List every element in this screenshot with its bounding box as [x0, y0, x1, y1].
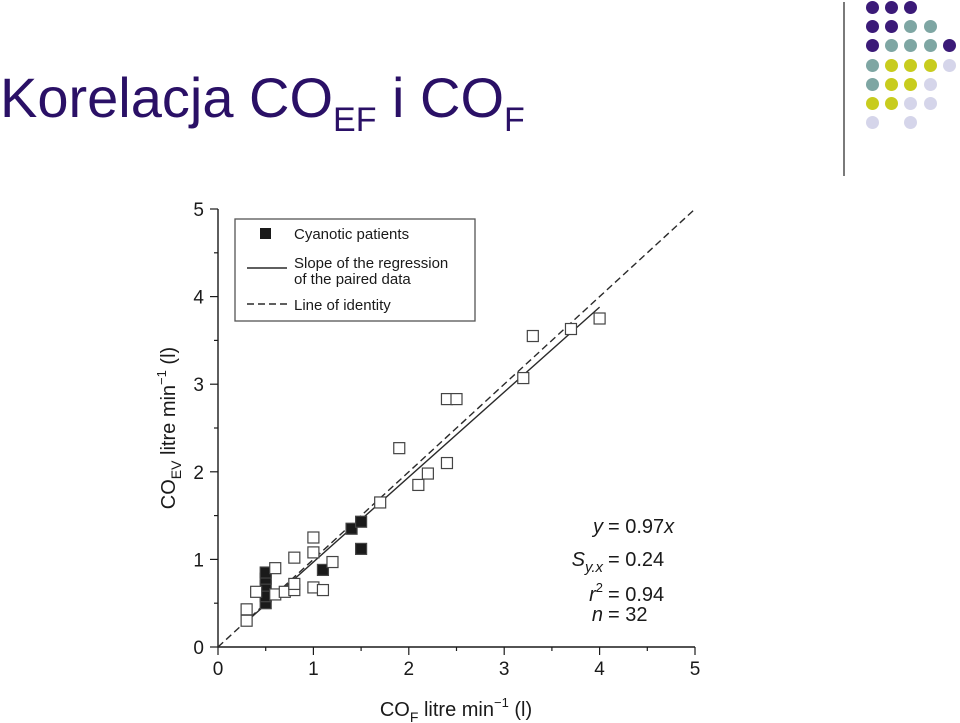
- x-tick-label: 0: [213, 659, 224, 680]
- decorative-dot: [904, 1, 918, 14]
- data-point-cyanotic: [316, 563, 330, 577]
- stat-value: = 32: [608, 604, 647, 626]
- data-point: [240, 603, 253, 616]
- chart-lines: [217, 208, 696, 648]
- title-main: Korelacja CO: [0, 66, 334, 129]
- stat-value: = 0.94: [608, 584, 664, 606]
- x-tick-label: 5: [690, 659, 701, 680]
- decorative-dot: [885, 39, 899, 53]
- decorative-divider: [843, 2, 845, 176]
- chart-points: [240, 312, 606, 627]
- decorative-dot: [923, 20, 937, 34]
- slide-title: Korelacja COEF i COF: [0, 70, 525, 139]
- data-point: [440, 456, 454, 470]
- stat-label: n: [592, 604, 603, 626]
- decorative-dot: [904, 20, 918, 34]
- stat-label: y: [591, 516, 604, 538]
- decorative-dot: [923, 58, 937, 72]
- regression-line: [246, 306, 601, 623]
- data-point: [269, 562, 282, 575]
- y-tick-label: 0: [193, 638, 204, 659]
- x-tick-label: 3: [499, 659, 510, 680]
- title-subscript-f: F: [504, 101, 525, 139]
- legend-label: Line of identity: [294, 297, 391, 314]
- identity-line: [217, 208, 696, 648]
- x-tick-label: 2: [404, 659, 415, 680]
- decorative-dot: [885, 77, 899, 91]
- legend-label: Slope of the regression: [294, 255, 448, 272]
- stat-value: = 0.97x: [608, 516, 675, 538]
- title-middle: i CO: [376, 66, 505, 129]
- data-point: [374, 496, 387, 509]
- stat-value: = 0.24: [608, 549, 664, 571]
- axis-labels: COF litre min−1 (l) COEV litre min−1 (l): [154, 347, 532, 723]
- chart-axes: 0 1 2 3 4 5 0 1 2 3 4 5: [193, 200, 700, 680]
- stat-label: Sy.x: [572, 549, 604, 576]
- data-point: [240, 614, 253, 627]
- decorative-dot: [866, 20, 879, 34]
- decorative-dot: [942, 58, 956, 72]
- decorative-dot: [885, 58, 899, 72]
- decorative-dot: [923, 97, 937, 110]
- data-point: [421, 467, 434, 480]
- y-tick-label: 1: [193, 550, 204, 571]
- data-point-cyanotic: [345, 522, 358, 535]
- legend-label: Cyanotic patients: [294, 226, 409, 243]
- decorative-dot: [866, 58, 879, 72]
- legend-label: of the paired data: [294, 271, 411, 288]
- y-tick-label: 2: [193, 463, 204, 484]
- legend-marker-square: [260, 228, 271, 239]
- y-axis-label: COEV litre min−1 (l): [154, 347, 184, 509]
- decorative-dot: [866, 77, 879, 91]
- stat-label: r2: [589, 580, 603, 606]
- data-point: [393, 442, 406, 455]
- data-point: [250, 585, 263, 598]
- data-point: [593, 312, 606, 325]
- data-point: [450, 392, 463, 406]
- x-tick-label: 4: [594, 659, 605, 680]
- decorative-dot: [866, 39, 879, 53]
- data-point-cyanotic: [355, 515, 368, 528]
- decorative-dot: [904, 58, 918, 72]
- decorative-dot: [923, 77, 937, 91]
- data-point: [316, 583, 330, 597]
- decorative-dot: [885, 20, 899, 34]
- data-point: [517, 371, 530, 385]
- decorative-dot: [904, 97, 918, 110]
- y-tick-label: 3: [193, 375, 204, 396]
- data-point: [288, 551, 301, 564]
- x-axis-label: COF litre min−1 (l): [380, 695, 532, 723]
- data-point: [526, 329, 539, 343]
- chart-legend: Cyanotic patients Slope of the regression…: [234, 218, 476, 322]
- data-point: [326, 555, 339, 569]
- data-point: [564, 322, 578, 336]
- data-point: [307, 531, 320, 544]
- decorative-dot: [885, 1, 899, 14]
- data-point: [288, 577, 301, 591]
- data-point: [412, 478, 425, 492]
- y-tick-label: 5: [193, 200, 204, 221]
- x-tick-label: 1: [308, 659, 319, 680]
- decorative-dot: [923, 39, 937, 53]
- decorative-dot: [866, 1, 879, 14]
- decorative-dot: [904, 77, 918, 91]
- data-point: [307, 546, 320, 559]
- decorative-dot: [866, 116, 879, 130]
- y-tick-label: 4: [193, 288, 204, 309]
- title-subscript-ef: EF: [333, 101, 377, 139]
- data-point-cyanotic: [355, 542, 368, 555]
- decorative-dot: [942, 39, 956, 53]
- decorative-dot: [904, 116, 918, 130]
- decorative-dot: [866, 97, 879, 110]
- decorative-dot: [885, 97, 899, 110]
- decorative-dot: [904, 39, 918, 53]
